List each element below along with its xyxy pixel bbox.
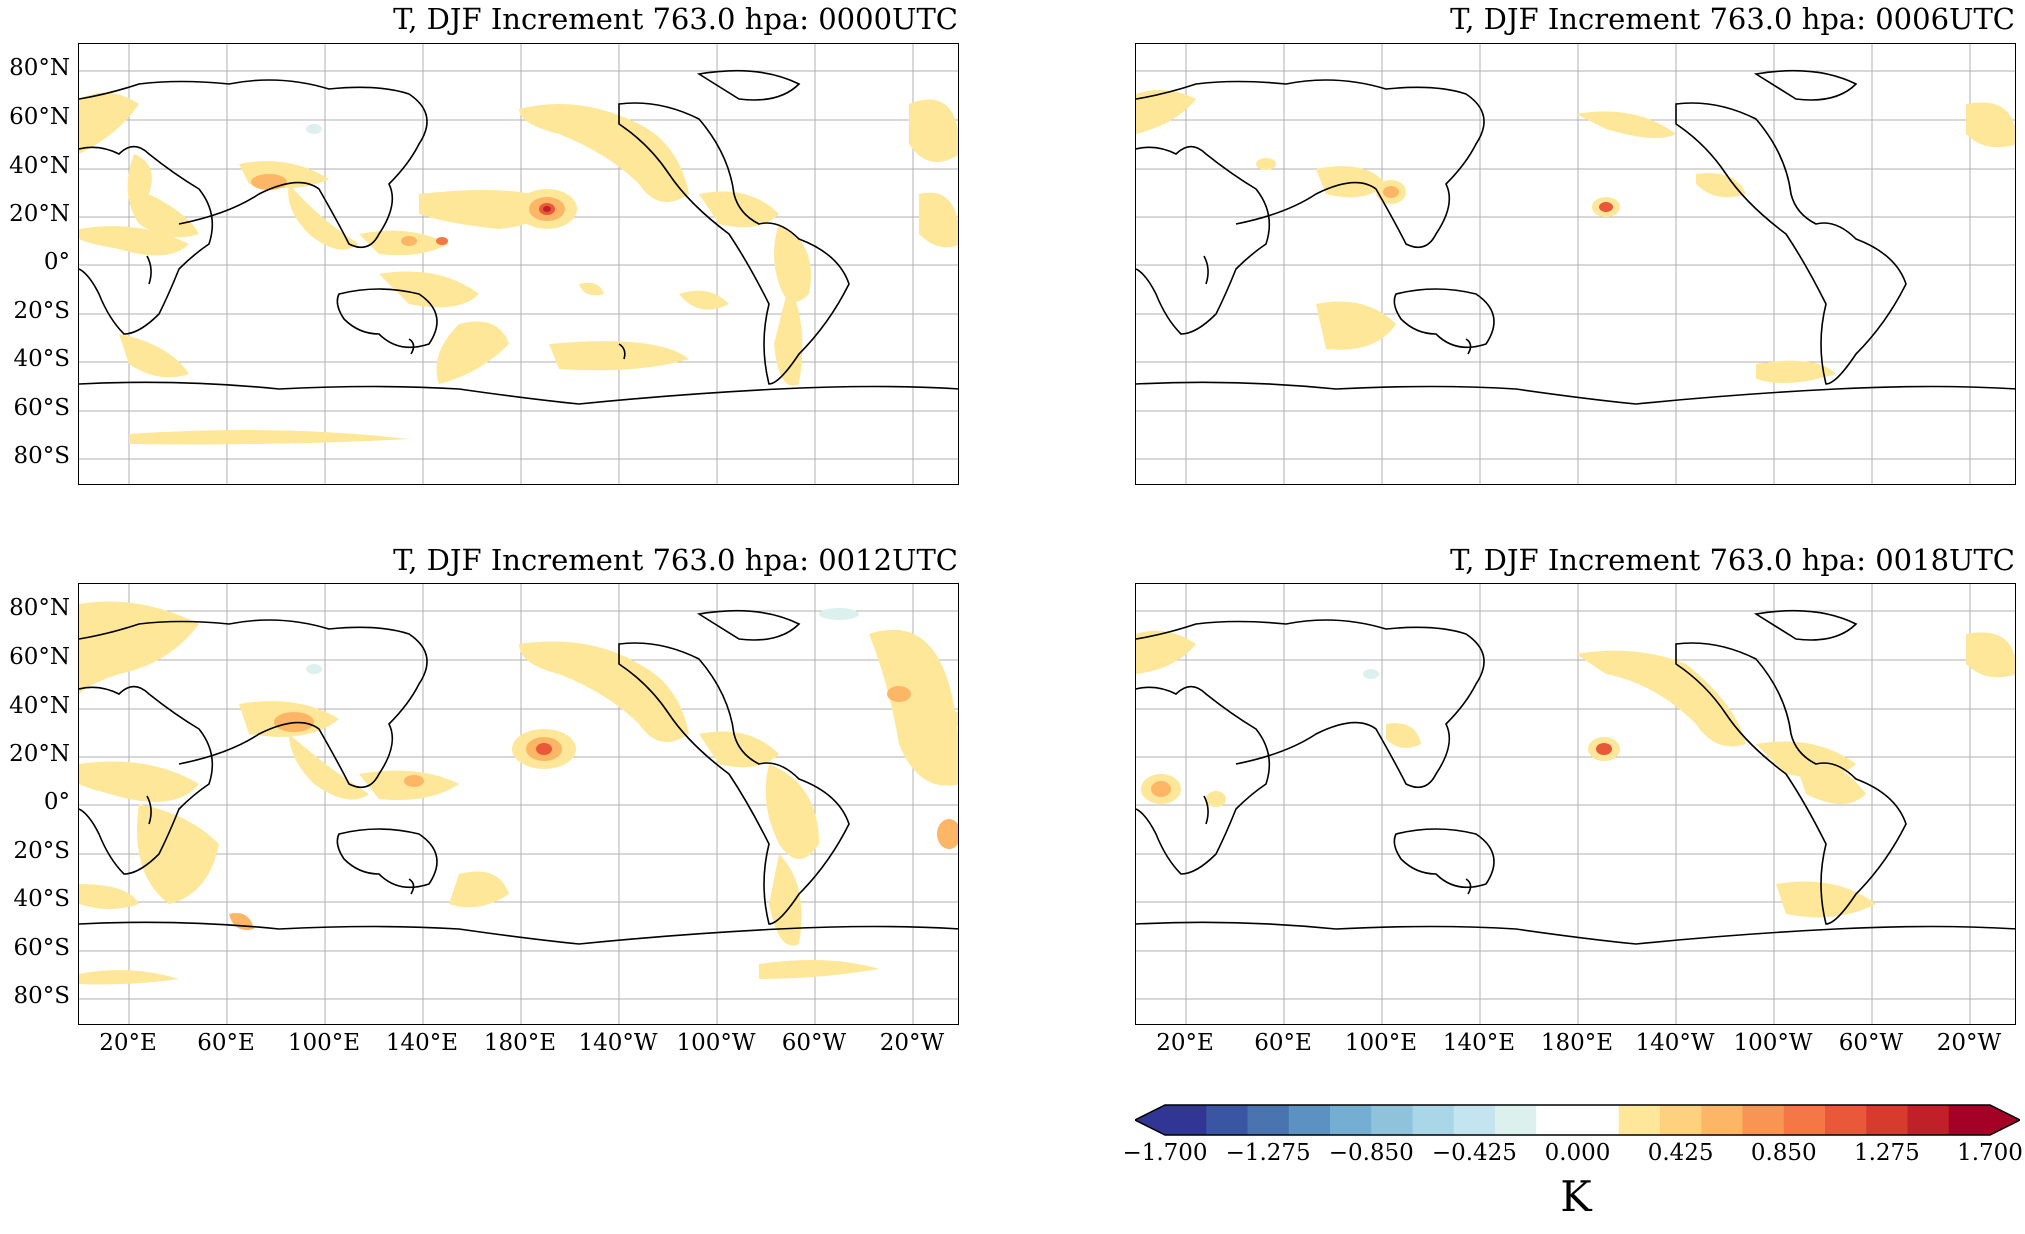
coastlines (1136, 69, 2015, 405)
map-frame (1135, 43, 2016, 485)
map-frame (78, 43, 959, 485)
lon-tick-label: 20°E (99, 1030, 157, 1056)
map-svg (79, 44, 958, 484)
colorbar-bin (1412, 1105, 1455, 1135)
lat-tick-label: 40°N (9, 693, 70, 719)
gridlines (1136, 584, 2015, 1024)
lat-tick-label: 20°S (13, 838, 70, 864)
lon-tick-label: 60°W (1838, 1030, 1904, 1056)
coastlines (79, 69, 958, 405)
panel-title: T, DJF Increment 763.0 hpa: 0018UTC (1450, 543, 2015, 577)
increment-contours (79, 92, 958, 445)
colorbar-tick-label: 0.850 (1750, 1140, 1817, 1166)
colorbar-bin (1206, 1105, 1248, 1135)
gridlines (1136, 44, 2015, 484)
colorbar-bin (1742, 1105, 1785, 1135)
colorbar-bin (1660, 1105, 1702, 1135)
colorbar-bin (1783, 1105, 1826, 1135)
lon-tick-label: 20°W (1936, 1030, 2002, 1056)
lat-tick-label: 0° (43, 789, 70, 815)
lat-tick-label: 40°S (13, 886, 70, 912)
colorbar-svg (1133, 1104, 2022, 1136)
lon-tick-label: 180°E (483, 1030, 557, 1056)
colorbar-bin (1618, 1105, 1661, 1135)
lat-tick-label: 60°S (13, 935, 70, 961)
lon-tick-label: 100°E (287, 1030, 361, 1056)
lat-tick-label: 60°N (9, 644, 70, 670)
lat-tick-label: 60°S (13, 395, 70, 421)
map-frame (1135, 583, 2016, 1025)
lon-tick-label: 140°E (1442, 1030, 1516, 1056)
colorbar-tick-label: 1.275 (1853, 1140, 1920, 1166)
lon-tick-label: 180°E (1540, 1030, 1614, 1056)
lat-tick-label: 80°N (9, 55, 70, 81)
lat-tick-label: 80°N (9, 595, 70, 621)
lat-tick-label: 60°N (9, 104, 70, 130)
map-svg (1136, 584, 2015, 1024)
colorbar-bin (1866, 1105, 1908, 1135)
lon-tick-label: 140°E (385, 1030, 459, 1056)
colorbar-bin (1165, 1105, 1207, 1135)
colorbar-tick-label: −0.850 (1328, 1140, 1414, 1166)
colorbar-bin (1288, 1105, 1331, 1135)
colorbar-bin (1495, 1105, 1537, 1135)
increment-contours (1136, 90, 2015, 383)
colorbar-tick-label: 0.425 (1647, 1140, 1714, 1166)
lon-tick-label: 100°W (676, 1030, 756, 1056)
lon-tick-label: 20°W (879, 1030, 945, 1056)
lon-tick-label: 140°W (1635, 1030, 1715, 1056)
colorbar-bin (1371, 1105, 1413, 1135)
colorbar-bin (1907, 1105, 1950, 1135)
lon-tick-label: 60°E (1254, 1030, 1312, 1056)
coastlines (79, 609, 958, 945)
lat-tick-label: 80°S (13, 443, 70, 469)
lat-tick-label: 0° (43, 249, 70, 275)
increment-contours (79, 601, 958, 985)
map-svg (79, 584, 958, 1024)
colorbar-tick-label: 0.000 (1544, 1140, 1611, 1166)
lat-tick-label: 20°N (9, 201, 70, 227)
colorbar-bin (1825, 1105, 1867, 1135)
lon-tick-label: 60°W (781, 1030, 847, 1056)
colorbar-extend-min (1135, 1105, 1165, 1135)
lon-tick-label: 140°W (578, 1030, 658, 1056)
lat-tick-label: 20°N (9, 741, 70, 767)
colorbar-bin (1247, 1105, 1290, 1135)
colorbar-bin (1577, 1105, 1620, 1135)
lon-tick-label: 100°E (1344, 1030, 1418, 1056)
increment-contours (1136, 630, 2015, 918)
gridlines (79, 44, 958, 484)
colorbar-tick-label: −1.700 (1122, 1140, 1208, 1166)
lon-tick-label: 60°E (197, 1030, 255, 1056)
gridlines (79, 584, 958, 1024)
map-svg (1136, 44, 2015, 484)
colorbar-tick-label: −1.275 (1225, 1140, 1311, 1166)
coastlines (1136, 609, 2015, 945)
lat-tick-label: 20°S (13, 298, 70, 324)
lat-tick-label: 40°N (9, 153, 70, 179)
colorbar-tick-label: −0.425 (1431, 1140, 1517, 1166)
panel-title: T, DJF Increment 763.0 hpa: 0012UTC (393, 543, 958, 577)
colorbar-label: K (1560, 1172, 1592, 1221)
lon-tick-label: 20°E (1156, 1030, 1214, 1056)
lon-tick-label: 100°W (1733, 1030, 1813, 1056)
colorbar-extend-max (1990, 1105, 2020, 1135)
panel-title: T, DJF Increment 763.0 hpa: 0000UTC (393, 2, 958, 36)
colorbar-tick-label: 1.700 (1957, 1140, 2023, 1166)
colorbar-bin (1330, 1105, 1372, 1135)
colorbar-bin (1701, 1105, 1743, 1135)
lat-tick-label: 80°S (13, 983, 70, 1009)
colorbar (1133, 1098, 2022, 1146)
panel-title: T, DJF Increment 763.0 hpa: 0006UTC (1450, 2, 2015, 36)
colorbar-bin (1453, 1105, 1496, 1135)
map-frame (78, 583, 959, 1025)
lat-tick-label: 40°S (13, 346, 70, 372)
colorbar-bin (1948, 1105, 1991, 1135)
colorbar-bin (1536, 1105, 1578, 1135)
